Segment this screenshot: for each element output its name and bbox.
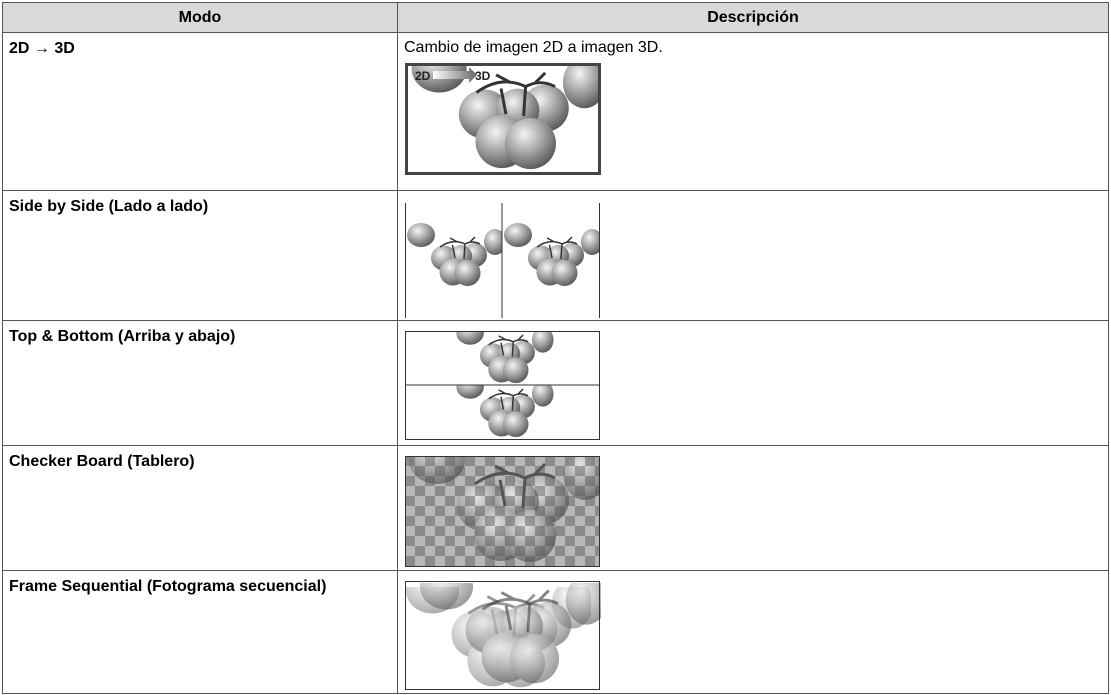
image-label: 2D [415, 69, 431, 83]
row: Frame Sequential (Fotograma secuencial) [2, 570, 1109, 694]
tomatoes [502, 221, 599, 288]
description: Cambio de imagen 2D a imagen 3D. [404, 39, 663, 56]
frame [405, 63, 601, 175]
tomatoes [418, 583, 601, 685]
row: Top & Bottom (Arriba y abajo) [2, 320, 1109, 446]
mode-cell: Top & Bottom (Arriba y abajo) [2, 320, 398, 446]
mode-cell: Side by Side (Lado a lado) [2, 190, 398, 321]
tomatoes [454, 331, 556, 385]
frame [405, 456, 600, 567]
header-row: Modo Descripción [2, 2, 1109, 33]
tomatoes [405, 221, 502, 288]
row: Side by Side (Lado a lado) [2, 190, 1109, 321]
desc-cell [397, 570, 1109, 694]
image-label: 3D [475, 69, 491, 83]
illustration-frame-sequential [405, 581, 601, 690]
desc-cell [397, 445, 1109, 571]
frame [405, 581, 600, 690]
row: 2D → 3D Cambio de imagen 2D a imagen 3D.… [2, 32, 1109, 191]
mode-cell: 2D → 3D [2, 32, 398, 191]
tomatoes [454, 385, 556, 439]
illustration-checker [405, 456, 600, 567]
checker [405, 456, 599, 566]
header-cell: Modo [2, 2, 398, 33]
mode-cell: Checker Board (Tablero) [2, 445, 398, 571]
illustration-side-by-side [405, 203, 600, 318]
row: Checker Board (Tablero) [2, 445, 1109, 571]
desc-cell: Cambio de imagen 2D a imagen 3D. 2D 3D [397, 32, 1109, 191]
desc-cell [397, 320, 1109, 446]
illustration-top-bottom [405, 331, 600, 440]
illustration-2d-3d: 2D 3D [405, 63, 601, 175]
header-cell: Descripción [397, 2, 1109, 33]
desc-cell [397, 190, 1109, 321]
arrow [433, 67, 477, 83]
mode-cell: Frame Sequential (Fotograma secuencial) [2, 570, 398, 694]
